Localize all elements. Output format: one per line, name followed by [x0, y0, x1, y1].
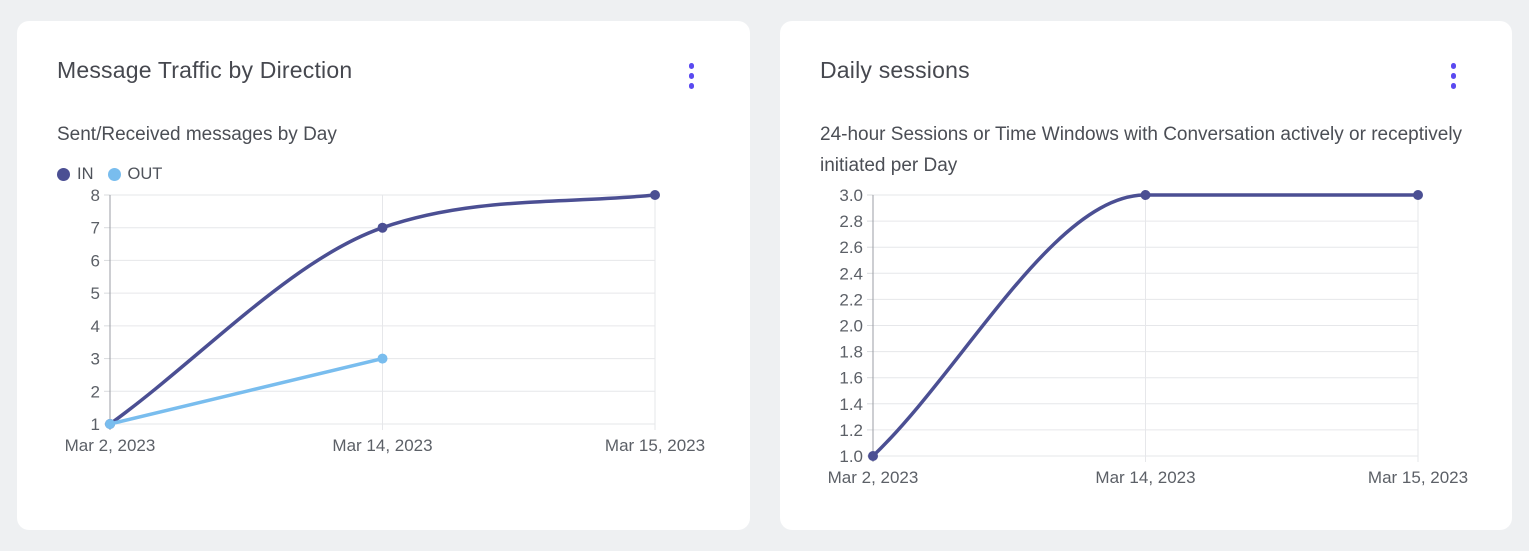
y-tick-label: 6 [91, 251, 100, 270]
kebab-dot [1450, 63, 1456, 69]
series-line-daily-sessions [871, 192, 1420, 458]
y-tick-label: 1 [91, 415, 100, 434]
daily-sessions-line-chart: 1.0 1.2 1.4 1.6 1.8 2.0 2.2 2.4 2.6 2.8 3.0 Mar 2, … [828, 186, 1468, 487]
legend-item-in[interactable]: IN [57, 165, 94, 184]
data-point[interactable] [105, 418, 115, 429]
card-subtitle: Sent/Received messages by Day [57, 123, 337, 145]
axes [104, 194, 111, 430]
card-title: Message Traffic by Direction [57, 57, 353, 83]
y-tick-label: 8 [91, 186, 100, 205]
x-tick-label: Mar 15, 2023 [1368, 468, 1468, 487]
legend-dot [107, 168, 121, 181]
legend-label: OUT [127, 165, 163, 183]
y-tick-label: 2.8 [839, 212, 863, 231]
y-tick-label: 2.4 [839, 264, 863, 283]
y-tick-label: 4 [91, 316, 100, 335]
data-point[interactable] [650, 189, 660, 200]
card-title: Daily sessions [820, 57, 970, 83]
x-tick-label: Mar 14, 2023 [1095, 468, 1195, 487]
axis-labels: 1 2 3 4 5 6 7 8 Mar 2, 2023 Mar 14, 2023 Mar 15, 2… [65, 186, 705, 455]
y-tick-label: 7 [91, 218, 100, 237]
data-point[interactable] [377, 353, 388, 364]
card-header: Daily sessions [820, 57, 1464, 93]
data-point[interactable] [868, 450, 878, 461]
y-tick-label: 1.8 [839, 342, 863, 361]
kebab-dot [688, 83, 694, 89]
data-point[interactable] [1413, 189, 1423, 200]
legend-label: IN [77, 165, 94, 183]
y-tick-label: 1.4 [839, 394, 863, 413]
series [868, 189, 1423, 461]
daily-sessions-card: Daily sessions 24-hour Sessions or Time … [780, 21, 1512, 530]
y-tick-label: 1.6 [839, 368, 863, 387]
kebab-menu-icon[interactable] [1445, 59, 1463, 93]
x-tick-label: Mar 2, 2023 [828, 468, 919, 487]
y-tick-label: 1.2 [839, 420, 863, 439]
y-tick-label: 2.6 [839, 238, 863, 257]
message-traffic-line-chart: 1 2 3 4 5 6 7 8 Mar 2, 2023 Mar 14, 2023 Mar 15, 2… [65, 186, 705, 455]
x-tick-label: Mar 2, 2023 [65, 436, 156, 455]
grid-lines [872, 194, 1419, 462]
y-tick-label: 2 [91, 382, 100, 401]
x-tick-label: Mar 14, 2023 [332, 436, 432, 455]
y-tick-label: 3 [91, 349, 100, 368]
kebab-dot [688, 63, 694, 69]
y-tick-label: 5 [91, 284, 100, 303]
y-tick-label: 2.0 [839, 316, 863, 335]
chart-legend: IN OUT [57, 165, 702, 185]
series [105, 189, 660, 429]
card-subtitle: 24-hour Sessions or Time Windows with Co… [820, 123, 1463, 176]
card-header: Message Traffic by Direction [57, 57, 702, 93]
kebab-dot [1450, 73, 1456, 79]
data-point[interactable] [1140, 189, 1151, 200]
x-tick-label: Mar 15, 2023 [605, 436, 705, 455]
y-tick-label: 3.0 [839, 186, 863, 205]
axis-labels: 1.0 1.2 1.4 1.6 1.8 2.0 2.2 2.4 2.6 2.8 3.0 Mar 2, … [828, 186, 1468, 487]
y-tick-label: 2.2 [839, 290, 863, 309]
legend-item-out[interactable]: OUT [107, 165, 163, 184]
y-tick-label: 1.0 [839, 447, 863, 466]
axes [867, 194, 874, 462]
series-line-out [108, 356, 385, 426]
legend-dot [57, 168, 70, 181]
grid-lines [109, 194, 656, 430]
kebab-dot [688, 73, 694, 79]
message-traffic-card: Message Traffic by Direction Sent/Receiv… [17, 21, 750, 530]
kebab-menu-icon[interactable] [683, 59, 701, 93]
kebab-dot [1450, 83, 1456, 89]
data-point[interactable] [377, 222, 388, 233]
